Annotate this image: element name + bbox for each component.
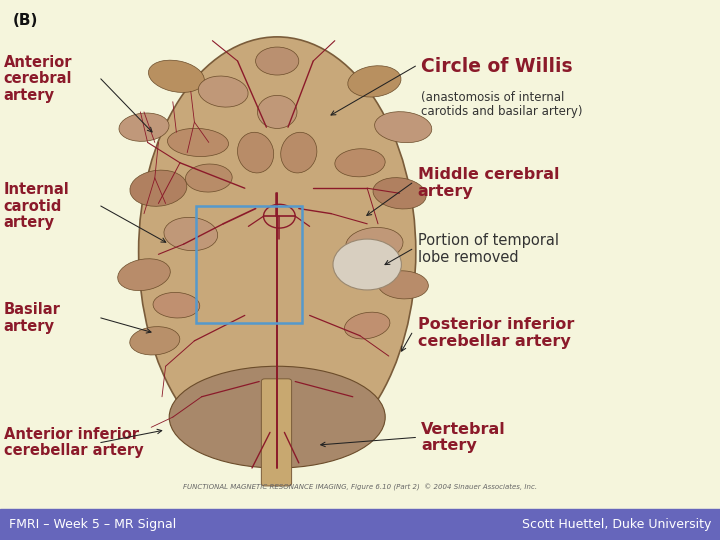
- Text: Basilar
artery: Basilar artery: [4, 302, 60, 334]
- Ellipse shape: [344, 312, 390, 339]
- Text: Posterior inferior
cerebellar artery: Posterior inferior cerebellar artery: [418, 318, 574, 349]
- Ellipse shape: [148, 60, 204, 92]
- Bar: [196, 206, 302, 323]
- Ellipse shape: [256, 47, 299, 75]
- Text: (anastomosis of internal
carotids and basilar artery): (anastomosis of internal carotids and ba…: [421, 91, 582, 118]
- Ellipse shape: [186, 164, 232, 192]
- Ellipse shape: [138, 37, 416, 467]
- Ellipse shape: [153, 293, 199, 318]
- Text: FMRI – Week 5 – MR Signal: FMRI – Week 5 – MR Signal: [9, 518, 176, 531]
- Ellipse shape: [346, 227, 403, 261]
- Ellipse shape: [117, 259, 171, 291]
- Text: Anterior inferior
cerebellar artery: Anterior inferior cerebellar artery: [4, 427, 143, 458]
- Ellipse shape: [198, 76, 248, 107]
- Ellipse shape: [258, 96, 297, 129]
- Text: Vertebral
artery: Vertebral artery: [421, 422, 506, 454]
- Ellipse shape: [130, 327, 180, 355]
- Text: Anterior
cerebral
artery: Anterior cerebral artery: [4, 55, 72, 103]
- Text: Internal
carotid
artery: Internal carotid artery: [4, 182, 69, 231]
- Text: FUNCTIONAL MAGNETIC RESONANCE IMAGING, Figure 6.10 (Part 2)  © 2004 Sinauer Asso: FUNCTIONAL MAGNETIC RESONANCE IMAGING, F…: [183, 484, 537, 491]
- Ellipse shape: [130, 170, 187, 206]
- Ellipse shape: [119, 113, 169, 141]
- Ellipse shape: [164, 217, 217, 251]
- Text: Portion of temporal
lobe removed: Portion of temporal lobe removed: [418, 233, 559, 265]
- Ellipse shape: [335, 148, 385, 177]
- Ellipse shape: [238, 132, 274, 173]
- Bar: [0, 509, 720, 540]
- Ellipse shape: [168, 129, 228, 157]
- Ellipse shape: [333, 239, 402, 290]
- Ellipse shape: [169, 366, 385, 468]
- Text: (B): (B): [13, 13, 38, 28]
- Ellipse shape: [378, 271, 428, 299]
- Ellipse shape: [348, 66, 401, 97]
- Ellipse shape: [373, 178, 426, 209]
- Ellipse shape: [374, 112, 432, 143]
- FancyBboxPatch shape: [261, 379, 292, 486]
- Text: Middle cerebral
artery: Middle cerebral artery: [418, 167, 559, 199]
- Text: Circle of Willis: Circle of Willis: [421, 57, 573, 76]
- Text: Scott Huettel, Duke University: Scott Huettel, Duke University: [522, 518, 711, 531]
- Ellipse shape: [281, 132, 317, 173]
